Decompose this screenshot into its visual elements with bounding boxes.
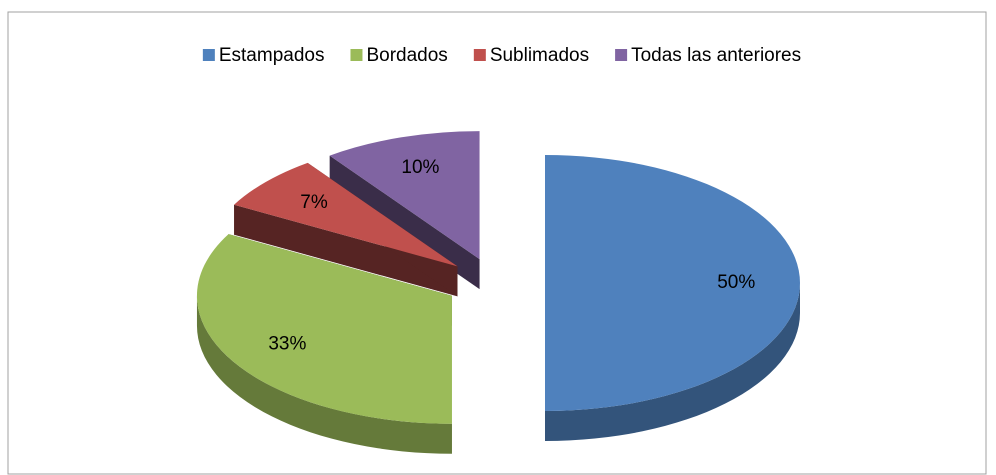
data-label: 33%	[268, 334, 306, 355]
legend-item: Sublimados	[473, 45, 589, 66]
legend-item: Bordados	[350, 45, 448, 66]
slice-wall	[329, 155, 480, 290]
legend-swatch	[202, 49, 215, 61]
chart-frame	[7, 11, 987, 475]
legend-label: Bordados	[366, 45, 447, 66]
data-label: 7%	[300, 192, 328, 213]
legend-swatch	[473, 49, 486, 61]
slice-side	[545, 283, 800, 441]
legend-item: Estampados	[202, 45, 325, 66]
legend-swatch	[615, 49, 628, 61]
legend-label: Sublimados	[490, 45, 589, 66]
data-label: 50%	[717, 272, 755, 293]
slice-wall	[234, 204, 458, 297]
slice	[545, 155, 800, 411]
legend-item: Todas las anteriores	[615, 45, 801, 66]
data-label: 10%	[401, 157, 439, 178]
slice-side	[196, 295, 452, 454]
slice	[196, 234, 452, 424]
legend: Estampados Bordados Sublimados Todas las an…	[202, 45, 801, 66]
legend-label: Todas las anteriores	[631, 45, 801, 66]
slice	[234, 162, 458, 267]
legend-label: Estampados	[219, 45, 325, 66]
pie-tops	[196, 131, 800, 424]
slice	[329, 131, 480, 260]
legend-swatch	[350, 49, 363, 61]
